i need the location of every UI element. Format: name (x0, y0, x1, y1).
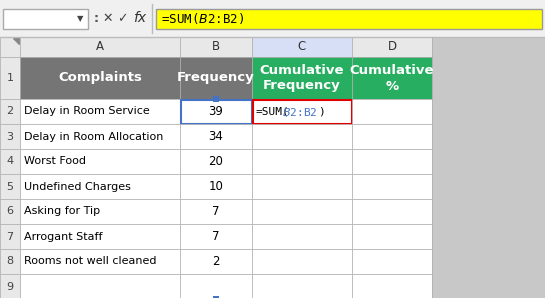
Text: 7: 7 (212, 230, 220, 243)
Bar (352, 249, 432, 274)
Bar (20, 37, 180, 57)
Text: Delay in Room Allocation: Delay in Room Allocation (24, 131, 164, 142)
Bar (0, 224, 20, 249)
Bar (352, 99, 432, 124)
Bar (180, 249, 252, 274)
Bar (0, 174, 20, 199)
Bar (352, 174, 432, 199)
Bar (252, 224, 352, 249)
Bar (352, 57, 432, 99)
Bar (0, 274, 20, 298)
Text: Undefined Charges: Undefined Charges (24, 181, 131, 192)
Bar (20, 57, 180, 99)
Bar (213, 96, 219, 102)
Bar (180, 37, 252, 57)
Bar (252, 37, 352, 57)
Text: Rooms not well cleaned: Rooms not well cleaned (24, 257, 156, 266)
Bar (352, 124, 432, 149)
Text: 39: 39 (209, 105, 223, 118)
Bar (180, 149, 252, 174)
Bar (20, 274, 180, 298)
Text: 7: 7 (7, 232, 14, 241)
Text: Arrogant Staff: Arrogant Staff (24, 232, 102, 241)
Text: Complaints: Complaints (58, 72, 142, 85)
Bar (352, 274, 432, 298)
Text: $B$2:B2: $B$2:B2 (282, 105, 317, 117)
Text: 2: 2 (7, 106, 14, 117)
Bar (0, 124, 20, 149)
Text: Frequency: Frequency (177, 72, 255, 85)
Text: B: B (212, 41, 220, 54)
Bar (0, 249, 20, 274)
Bar (20, 199, 180, 224)
Bar (352, 224, 432, 249)
Text: Delay in Room Service: Delay in Room Service (24, 106, 150, 117)
Text: A: A (96, 41, 104, 54)
Bar (3, 9, 88, 29)
Bar (352, 199, 432, 224)
Bar (352, 149, 432, 174)
Bar (252, 100, 352, 123)
Bar (213, 296, 219, 298)
Bar (252, 199, 352, 224)
Bar (352, 37, 432, 57)
Bar (0, 57, 20, 99)
Text: Cumulative
Frequency: Cumulative Frequency (260, 63, 344, 92)
Bar (213, 296, 219, 298)
Bar (180, 124, 252, 149)
Text: 9: 9 (7, 282, 14, 291)
Bar (156, 9, 542, 29)
Bar (180, 99, 252, 124)
Bar (20, 124, 180, 149)
Text: Worst Food: Worst Food (24, 156, 86, 167)
Text: 6: 6 (7, 207, 14, 217)
Bar (20, 224, 180, 249)
Text: 2: 2 (212, 255, 220, 268)
Bar (0, 99, 20, 124)
Bar (180, 57, 252, 99)
Bar (0, 199, 20, 224)
Bar (20, 249, 180, 274)
Text: Cumulative
%: Cumulative % (350, 63, 434, 92)
Bar (180, 100, 251, 123)
Bar (180, 274, 252, 298)
Text: :: : (94, 12, 99, 25)
Bar (20, 99, 180, 124)
Text: ✕: ✕ (103, 12, 113, 25)
Text: 5: 5 (7, 181, 14, 192)
Bar (252, 99, 352, 124)
Text: =SUM($B$2:B2): =SUM($B$2:B2) (161, 11, 244, 26)
Text: 20: 20 (209, 155, 223, 168)
Bar (20, 174, 180, 199)
Text: 8: 8 (7, 257, 14, 266)
Text: 4: 4 (7, 156, 14, 167)
Text: ▼: ▼ (77, 14, 83, 23)
Text: 10: 10 (209, 180, 223, 193)
Text: =SUM(: =SUM( (256, 106, 290, 117)
Text: ): ) (318, 106, 325, 117)
Text: 3: 3 (7, 131, 14, 142)
Text: C: C (298, 41, 306, 54)
Bar (180, 174, 252, 199)
Bar (252, 149, 352, 174)
Bar (252, 274, 352, 298)
Text: D: D (387, 41, 397, 54)
Bar (180, 224, 252, 249)
Bar (252, 57, 352, 99)
Bar (0, 149, 20, 174)
Bar (0, 37, 20, 57)
Text: ✓: ✓ (117, 12, 127, 25)
Bar (252, 174, 352, 199)
Text: 1: 1 (7, 73, 14, 83)
Text: 7: 7 (212, 205, 220, 218)
Bar (0, 0, 545, 37)
Bar (252, 249, 352, 274)
Bar (20, 149, 180, 174)
Text: fx: fx (134, 12, 147, 26)
Text: 34: 34 (209, 130, 223, 143)
Text: Asking for Tip: Asking for Tip (24, 207, 100, 217)
Bar (252, 124, 352, 149)
Polygon shape (13, 38, 19, 44)
Bar (180, 199, 252, 224)
